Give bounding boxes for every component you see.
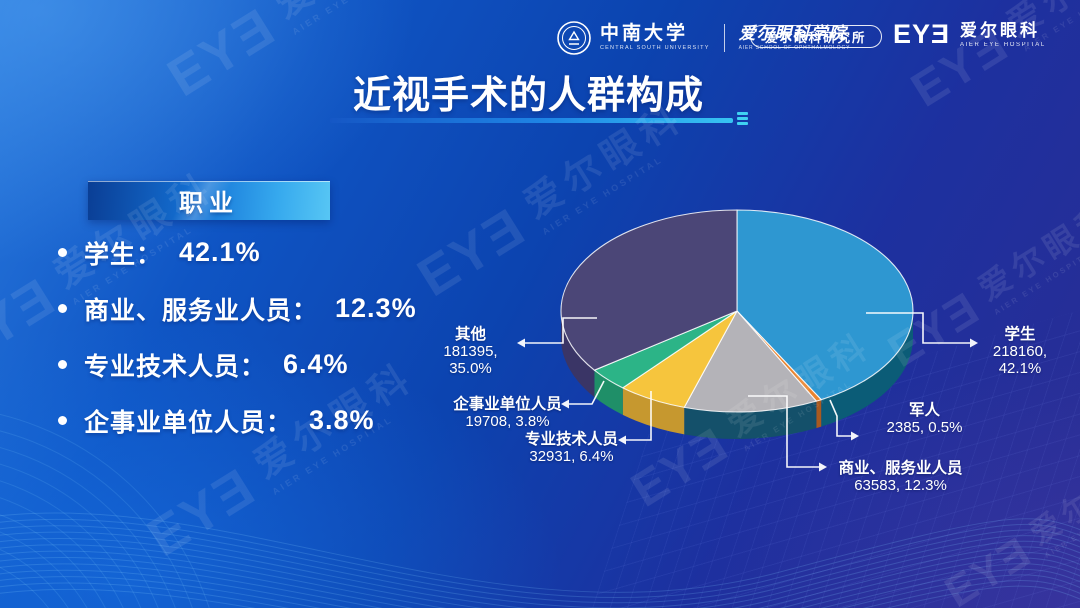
pie-label-value: 181395,	[443, 343, 498, 360]
header: 中南大学 CENTRAL SOUTH UNIVERSITY 爱尔眼科学院 AIE…	[0, 0, 1080, 70]
watermark-eye-logo: EYƎ	[137, 456, 267, 569]
university-logo: 中南大学 CENTRAL SOUTH UNIVERSITY 爱尔眼科学院 AIE…	[556, 20, 850, 56]
institute-badge: 爱尔眼科研究所	[750, 25, 882, 48]
pie-label-pct: 42.1%	[998, 360, 1042, 377]
school-name: 爱尔眼科学院	[738, 23, 847, 44]
bullet-dot-icon	[58, 248, 67, 257]
pie-label-military: 军人 2385, 0.5%	[872, 402, 977, 436]
bullet-item-students: 学生： 42.1%	[58, 236, 417, 269]
bullet-value: 42.1%	[179, 237, 261, 267]
pie-label-other: 其他 181395, 35.0%	[418, 326, 523, 377]
pie-label-enterprise: 企事业单位人员 19708, 3.8%	[440, 396, 575, 430]
bullet-value: 12.3%	[335, 293, 417, 323]
bullet-label: 商业、服务业人员：	[84, 296, 319, 325]
pie-label-value: 32931, 6.4%	[529, 448, 614, 465]
bullet-item-enterprise: 企事业单位人员： 3.8%	[58, 404, 417, 437]
bullet-item-technical: 专业技术人员： 6.4%	[58, 348, 417, 381]
brand-logo: EYƎ 爱尔眼科 AIER EYE HOSPITAL	[893, 21, 1046, 48]
pie-label-name: 学生	[1004, 326, 1036, 343]
pie-label-name: 商业、服务业人员	[838, 460, 963, 477]
pie-label-commerce: 商业、服务业人员 63583, 12.3%	[818, 460, 983, 494]
title-underline-ticks	[737, 112, 748, 125]
pie-label-technical: 专业技术人员 32931, 6.4%	[504, 431, 639, 465]
bullet-dot-icon	[58, 304, 67, 313]
watermark-cn: 爱尔眼科	[972, 196, 1080, 308]
pie-label-value: 2385, 0.5%	[886, 419, 963, 436]
bullet-label: 学生：	[84, 240, 163, 269]
watermark-eye-logo: EYƎ	[0, 266, 67, 379]
pie-label-pct: 35.0%	[449, 360, 492, 377]
bullet-value: 3.8%	[309, 405, 375, 435]
bullet-label: 企事业单位人员：	[84, 408, 293, 437]
bullet-item-commerce: 商业、服务业人员： 12.3%	[58, 292, 417, 325]
pie-label-students: 学生 218160, 42.1%	[964, 326, 1076, 377]
brand-name-cn: 爱尔眼科	[960, 20, 1041, 40]
section-badge-label: 职业	[179, 190, 239, 217]
watermark-en: AIER EYE HOSPITAL	[540, 153, 665, 237]
title-underline	[330, 118, 733, 123]
pie-label-value: 19708, 3.8%	[465, 413, 550, 430]
pie-label-name: 其他	[454, 326, 486, 343]
brand-name-en: AIER EYE HOSPITAL	[960, 41, 1046, 48]
university-name: 中南大学	[600, 23, 689, 45]
university-name-en: CENTRAL SOUTH UNIVERSITY	[600, 45, 710, 52]
page-title: 近视手术的人群构成	[353, 75, 705, 117]
pie-label-value: 218160,	[992, 343, 1048, 360]
section-badge: 职业	[88, 181, 330, 220]
bullet-label: 专业技术人员：	[84, 352, 267, 381]
watermark-en: AIER EYE HOSPITAL	[992, 246, 1080, 317]
pie-label-name: 军人	[908, 402, 940, 419]
pie-label-name: 企事业单位人员	[453, 396, 562, 413]
header-divider	[723, 24, 725, 52]
institute-badge-label: 爱尔眼科研究所	[765, 31, 867, 45]
bullet-dot-icon	[58, 360, 67, 369]
bullet-dot-icon	[58, 416, 67, 425]
eye-logo: EYƎ	[893, 19, 951, 49]
watermark-eye-logo: EYƎ	[407, 196, 537, 309]
university-seal-icon	[556, 20, 592, 56]
bullet-value: 6.4%	[283, 349, 349, 379]
pie-label-name: 专业技术人员	[524, 431, 618, 448]
pie-label-value: 63583, 12.3%	[854, 477, 947, 494]
bullet-list: 学生： 42.1% 商业、服务业人员： 12.3% 专业技术人员： 6.4% 企…	[58, 236, 417, 437]
